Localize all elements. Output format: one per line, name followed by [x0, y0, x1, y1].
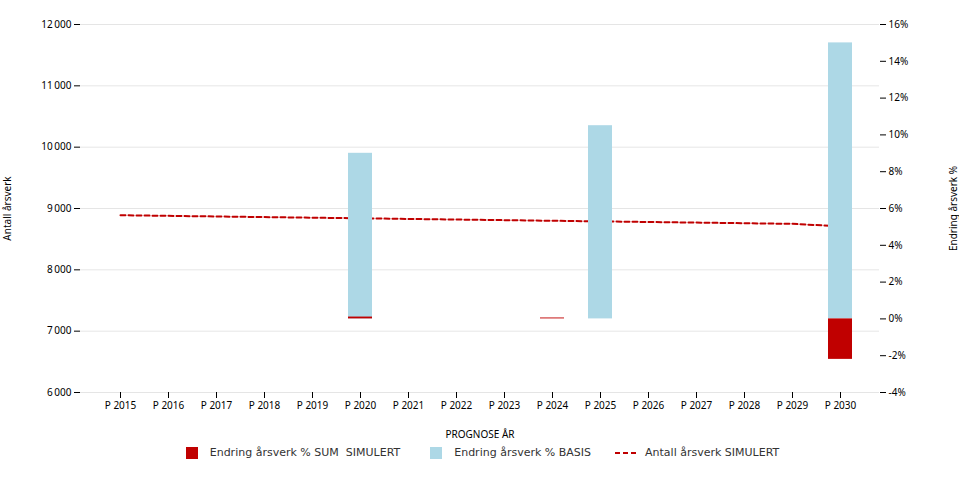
svg-text:P 2027: P 2027 [681, 398, 713, 412]
svg-text:0%: 0% [889, 311, 903, 325]
svg-text:Antall årsverk: Antall årsverk [0, 176, 14, 241]
svg-text:12 000: 12 000 [41, 17, 72, 31]
svg-text:11 000: 11 000 [41, 78, 72, 92]
svg-text:Endring årsverk %: Endring årsverk % [946, 166, 959, 251]
svg-text:9 000: 9 000 [47, 201, 72, 215]
html-text:Endring årsverk % SUM SIMULERT: Endring årsverk % SUM SIMULERT [209, 446, 401, 459]
svg-text:P 2030: P 2030 [825, 398, 857, 412]
svg-text:P 2026: P 2026 [633, 398, 665, 412]
svg-text:16%: 16% [889, 17, 909, 31]
svg-text:6 000: 6 000 [47, 385, 72, 399]
svg-text:P 2022: P 2022 [441, 398, 473, 412]
svg-text:2%: 2% [889, 274, 903, 288]
svg-text:10 000: 10 000 [41, 139, 72, 153]
svg-text:P 2028: P 2028 [729, 398, 761, 412]
svg-text:P 2025: P 2025 [585, 398, 617, 412]
html-text:Antall årsverk SIMULERT: Antall årsverk SIMULERT [645, 446, 780, 459]
html-text:Endring årsverk % BASIS: Endring årsverk % BASIS [454, 446, 591, 459]
svg-text:P 2021: P 2021 [393, 398, 425, 412]
svg-text:-2%: -2% [889, 348, 906, 362]
svg-text:-4%: -4% [889, 385, 906, 399]
svg-text:P 2017: P 2017 [201, 398, 233, 412]
svg-text:14%: 14% [889, 54, 909, 68]
svg-text:PROGNOSE ÅR: PROGNOSE ÅR [445, 427, 515, 441]
svg-text:P 2016: P 2016 [153, 398, 185, 412]
svg-text:8 000: 8 000 [47, 262, 72, 276]
svg-text:P 2019: P 2019 [297, 398, 329, 412]
svg-text:P 2015: P 2015 [105, 398, 137, 412]
svg-text:P 2029: P 2029 [777, 398, 809, 412]
svg-text:P 2023: P 2023 [489, 398, 521, 412]
svg-text:P 2020: P 2020 [345, 398, 377, 412]
svg-text:10%: 10% [889, 127, 909, 141]
svg-text:12%: 12% [889, 90, 909, 104]
svg-text:8%: 8% [889, 164, 903, 178]
svg-text:6%: 6% [889, 201, 903, 215]
svg-text:4%: 4% [889, 238, 903, 252]
svg-text:P 2018: P 2018 [249, 398, 281, 412]
svg-text:P 2024: P 2024 [537, 398, 569, 412]
svg-text:7 000: 7 000 [47, 323, 72, 337]
